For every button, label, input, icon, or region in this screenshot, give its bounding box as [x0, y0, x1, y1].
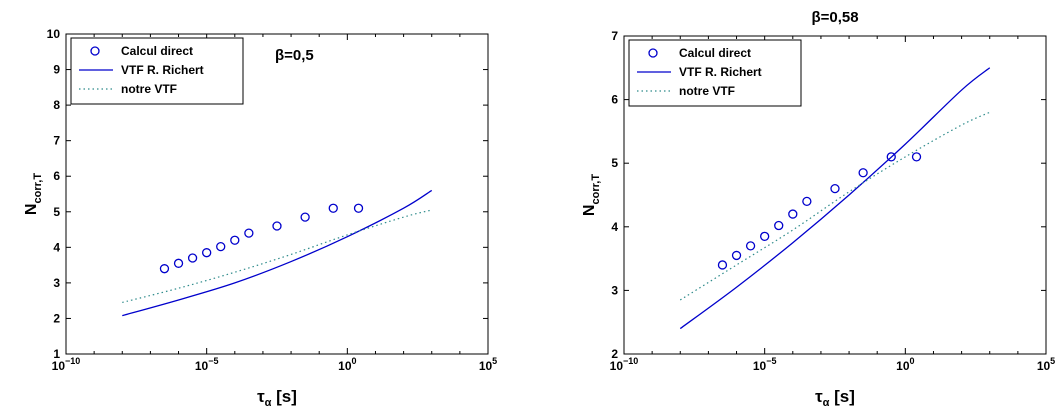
- data-point: [774, 220, 784, 231]
- data-point: [745, 241, 756, 251]
- y-tick-label: 3: [53, 276, 60, 290]
- chart-title: β=0,58: [811, 9, 858, 26]
- data-point: [216, 241, 226, 252]
- data-point: [858, 168, 868, 178]
- x-axis-label: τα [s]: [257, 387, 297, 409]
- series-line-2: [122, 189, 433, 317]
- x-tick-label: 10−5: [195, 356, 219, 373]
- data-point: [300, 212, 310, 222]
- y-tick-label: 6: [611, 93, 618, 107]
- series-line-2: [679, 67, 991, 330]
- x-tick-label: 105: [1037, 356, 1055, 373]
- legend-box: [70, 37, 244, 105]
- x-tick-label: 10−10: [52, 356, 81, 373]
- y-tick-label: 2: [53, 311, 60, 325]
- x-axis-label: τα [s]: [815, 387, 855, 409]
- y-axis-label: Ncorr,T: [581, 174, 602, 216]
- x-tick-label: 10−10: [610, 356, 639, 373]
- series-line-3: [122, 209, 432, 304]
- legend-label: notre VTF: [679, 84, 735, 98]
- data-point: [717, 260, 728, 270]
- data-point: [244, 228, 254, 238]
- data-point: [911, 152, 922, 162]
- legend-label: notre VTF: [121, 82, 177, 96]
- data-point: [760, 231, 770, 241]
- legend-label: VTF R. Richert: [121, 63, 204, 77]
- data-point: [159, 264, 170, 274]
- data-point: [802, 196, 812, 207]
- y-tick-label: 5: [611, 156, 618, 170]
- x-tick-label: 10−5: [753, 356, 777, 373]
- data-point: [173, 258, 184, 268]
- x-tick-label: 100: [896, 356, 914, 373]
- x-tick-label: 105: [479, 356, 497, 373]
- y-tick-label: 4: [611, 220, 618, 234]
- beta-annotation: β=0,5: [275, 47, 314, 64]
- y-tick-label: 7: [53, 134, 60, 148]
- legend-label: Calcul direct: [121, 44, 193, 58]
- data-point: [788, 209, 798, 219]
- data-point: [187, 253, 198, 263]
- x-tick-label: 100: [338, 356, 356, 373]
- legend-marker: [90, 46, 100, 56]
- data-point: [202, 248, 212, 258]
- data-point: [272, 221, 282, 231]
- y-tick-label: 1: [53, 347, 60, 361]
- legend-label: VTF R. Richert: [679, 65, 762, 79]
- y-tick-label: 2: [611, 347, 618, 361]
- y-tick-label: 3: [611, 283, 618, 297]
- legend-label: Calcul direct: [679, 46, 751, 60]
- y-tick-label: 10: [47, 27, 61, 41]
- y-tick-label: 7: [611, 29, 618, 43]
- legend-marker: [648, 48, 658, 58]
- plot-frame: [65, 33, 489, 355]
- y-tick-label: 9: [53, 63, 60, 77]
- chart-1: 1 2 3 4 5 6 7 8 9 10 10−10 10−5 100 105 τα [s] Ncorr,T C…: [23, 27, 497, 409]
- data-point: [886, 152, 896, 162]
- data-point: [731, 250, 742, 261]
- data-point: [353, 203, 364, 213]
- y-tick-label: 5: [53, 205, 60, 219]
- series-line-3: [679, 111, 990, 301]
- legend-box: [628, 39, 802, 107]
- y-tick-label: 6: [53, 169, 60, 183]
- data-point: [830, 183, 840, 194]
- chart-2: 2 3 4 5 6 7 10−10 10−5 100 105 τα [s] Ncorr,T Calcul…: [581, 9, 1055, 409]
- plot-frame: [623, 35, 1047, 355]
- y-axis-label: Ncorr,T: [23, 173, 44, 215]
- y-tick-label: 4: [53, 240, 60, 254]
- y-tick-label: 8: [53, 98, 60, 112]
- data-point: [230, 235, 240, 245]
- data-point: [328, 203, 338, 213]
